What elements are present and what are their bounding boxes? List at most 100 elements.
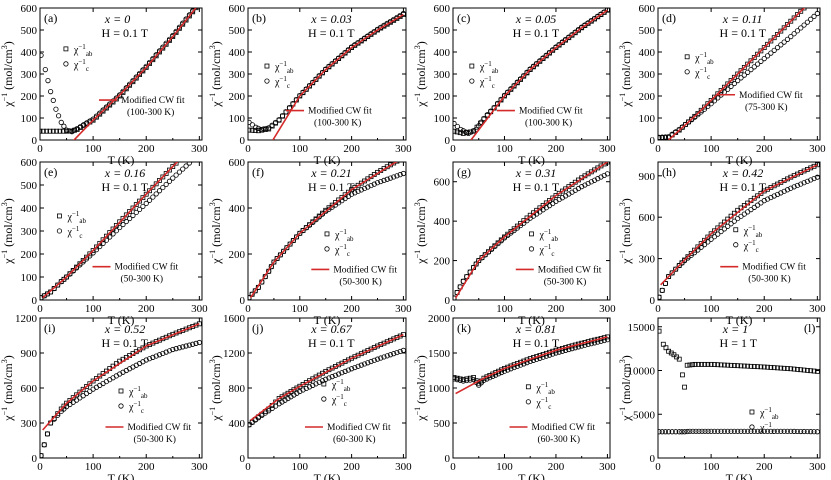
fit-legend-label: Modified CW fit [327,422,391,433]
y-tick-label: 0 [445,295,451,307]
data-point-circle [400,347,406,353]
fit-range-label: (50-300 K) [339,276,381,287]
panel-g: 0 100 200 300 0 200 400 600 T (K) χ−1 (mol/cm3) (g… [413,161,616,327]
data-point-circle [133,209,139,216]
y-tick-label: 600 [434,177,451,189]
data-point-circle [478,119,484,125]
legend-label: χ−1c [535,396,551,411]
y-tick-label: 1000 [428,383,451,395]
data-point-circle [485,249,491,255]
x-tick-label: 300 [809,461,826,473]
data-point-circle [186,162,192,166]
data-point-circle [156,352,163,358]
data-point-square [801,8,807,11]
data-point-circle [117,224,123,231]
data-point-circle [163,181,169,188]
y-tick-label: 600 [21,157,38,169]
data-point-circle [482,252,488,258]
plot-area [658,8,820,140]
data-point-square [758,190,764,196]
data-point-circle [460,378,466,384]
data-point-circle [284,245,290,251]
data-point-square [184,151,188,155]
data-point-circle [371,357,377,363]
data-point-square [778,365,784,371]
data-point-square [496,368,501,374]
data-point-circle [44,431,51,437]
fit-legend: Modified CW fit(100-300 K) [496,106,583,129]
data-point-circle [361,361,368,367]
data-point-circle [110,231,116,237]
data-point-circle [808,429,814,435]
data-point-square [100,237,106,243]
data-point-square [487,372,493,378]
data-point-circle [263,125,269,132]
data-point-square [493,370,499,376]
y-tick-label: 1200 [15,313,38,325]
data-point-square [755,51,760,57]
x-axis-label: T (K) [518,313,545,327]
data-point-circle [751,64,757,70]
plot-area [248,162,406,300]
data-point-circle [669,270,675,276]
fit-range-label: (50-300 K) [748,274,790,285]
composition-label: x = 0.52 [104,322,145,336]
data-point-circle [745,69,751,75]
data-point-square [471,375,476,380]
y-tick-label: 500 [21,25,38,37]
y-tick-label: 1600 [223,313,246,325]
data-point-circle [146,356,153,362]
data-point-circle [107,101,113,107]
data-point-square [788,366,794,372]
x-tick-label: 100 [496,461,513,473]
y-tick-label: 0 [445,135,451,147]
series-c [658,428,820,435]
data-point-circle [269,405,275,412]
fit-line [272,13,404,140]
field-label: H = 0.1 T [720,180,767,194]
data-point-circle [326,63,332,69]
x-tick-label: 100 [85,143,102,155]
plot-area [658,328,820,435]
legend-circle-marker [63,61,69,67]
data-point-circle [297,230,303,236]
field-label: H = 0.1 T [102,26,149,40]
data-point-circle [684,428,690,435]
data-point-circle [698,244,704,250]
data-point-circle [468,129,474,135]
legend-label: χ−1c [331,393,347,408]
data-point-circle [384,353,390,359]
field-label: H = 0.1 T [513,26,560,40]
fit-legend-label: Modified CW fit [519,106,583,117]
legend-circle-marker [749,424,755,430]
data-point-circle [103,237,109,243]
data-point-square [680,372,685,378]
data-point-circle [287,241,293,247]
data-point-circle [143,357,149,363]
data-point-circle [457,377,463,383]
data-point-circle [711,98,718,104]
data-point-circle [546,203,553,209]
y-tick-label: 600 [229,3,246,15]
y-tick-label: 200 [434,256,451,268]
data-point-square [718,362,724,368]
field-label: H = 0.1 T [102,336,149,350]
data-point-circle [701,242,708,248]
fit-legend: Modified CW fit(75-300 K) [717,90,803,113]
y-axis-label: χ−1 (mol/cm3) [208,41,223,108]
data-point-square [339,194,345,200]
data-point-square [484,374,490,380]
legend-circle-marker [525,399,531,405]
fit-range-label: (75-300 K) [745,102,787,113]
data-point-circle [804,428,810,435]
data-point-square [163,171,169,176]
data-point-circle [453,120,457,127]
data-point-circle [313,217,319,223]
data-point-square [663,345,669,351]
data-point-circle [387,352,394,358]
axes-frame [247,161,407,301]
x-tick-label: 100 [292,143,309,155]
data-point-circle [53,106,59,112]
data-point-circle [336,371,342,377]
